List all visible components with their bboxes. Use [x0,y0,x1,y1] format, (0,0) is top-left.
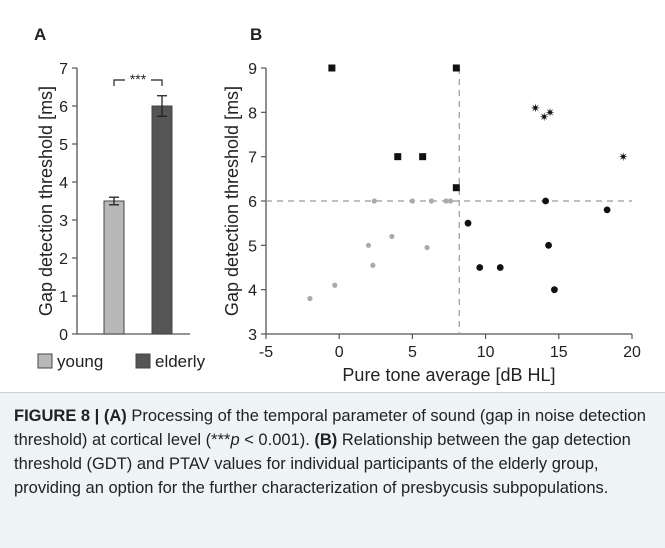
scatter-point-square [328,64,336,72]
scatter-point-circle [428,198,435,204]
panel-b-label: B [250,25,262,44]
panel-a-y-tick-label: 3 [59,213,68,230]
scatter-point-circle [371,198,377,204]
caption-part-b-label: (B) [314,431,338,449]
scatter-point-circle [476,264,484,271]
panel-b-x-tick-label: -5 [259,344,273,361]
scatter-point-square [394,153,402,161]
scatter-point-star [530,103,540,113]
scatter-point-circle [551,286,558,294]
panel-a-y-tick-label: 1 [59,289,68,306]
panel-a-label: A [34,25,46,44]
scatter-point-circle [332,282,338,288]
scatter-point-square [452,64,460,72]
panel-a-bar-elderly [151,105,173,335]
panel-b-x-axis-label: Pure tone average [dB HL] [342,365,555,385]
panel-b-x-tick-label: 5 [408,344,417,361]
panel-a-legend-swatch-elderly [135,353,151,369]
caption-part-a-text: Processing of the temporal parameter of … [14,407,646,449]
scatter-point-circle [443,198,449,204]
scatter-point-circle [365,242,372,248]
scatter-point-circle [464,219,472,227]
caption-p-rest: < 0.001). [239,431,315,449]
panel-b-y-tick-label: 6 [248,194,257,211]
panel-a-legend-label-young: young [57,352,103,371]
scatter-point-square [419,153,427,161]
panel-a-significance-gap [125,71,151,85]
figure-caption: FIGURE 8 | (A) Processing of the tempora… [14,404,652,500]
panel-a-y-tick-label: 6 [59,99,68,116]
panel-b-x-tick-label: 10 [477,344,495,361]
scatter-point-star [545,107,555,117]
panel-a-y-tick-label: 5 [59,137,68,154]
panel-a-bar-young [103,200,125,335]
panel-a-y-tick-label: 7 [59,61,68,78]
scatter-point-circle [542,197,550,205]
panel-b-scatter-chart: B 3 4 5 6 7 8 9 -5 0 5 10 15 20 Gap detection threshol… [222,25,641,385]
scatter-point-circle [496,264,504,271]
panel-a-y-tick-label: 2 [59,251,68,268]
scatter-point-circle [545,241,552,249]
panel-b-y-tick-label: 8 [248,105,257,122]
panel-b-x-tick-label: 20 [623,344,641,361]
panel-b-y-tick-label: 9 [248,61,257,78]
panel-a-y-tick-label: 4 [59,175,68,192]
caption-figure-label: FIGURE 8 | [14,407,104,425]
panel-b-y-tick-label: 7 [248,150,257,167]
scatter-point-circle [447,198,454,204]
scatter-point-circle [307,295,313,302]
panel-b-y-tick-label: 4 [248,283,257,300]
scatter-point-circle [389,233,395,240]
panel-b-y-tick-label: 5 [248,238,257,255]
scatter-point-circle [409,198,415,204]
figure-panel: A 0 1 2 3 4 5 6 7 Gap detection threshold [ms] ***… [34,25,641,385]
caption-part-a-label: (A) [103,407,127,425]
panel-b-x-tick-label: 15 [550,344,568,361]
scatter-point-circle [603,206,611,214]
panel-a-legend-label-elderly: elderly [155,352,206,371]
scatter-point-circle [424,244,430,251]
panel-a-y-axis-label: Gap detection threshold [ms] [36,86,56,316]
caption-p-symbol: p [230,431,240,449]
scatter-point-square [452,184,460,192]
scatter-point-circle [370,262,376,268]
panel-b-y-axis-label: Gap detection threshold [ms] [222,86,242,316]
scatter-point-star [618,152,628,162]
panel-b-x-tick-label: 0 [335,344,344,361]
caption-p-stars: *** [211,431,231,449]
panel-b-y-tick-label: 3 [248,327,257,344]
scatter-point-star [539,112,549,122]
panel-a-legend-swatch-young [37,353,53,369]
caption-part-b-text: Relationship between the gap detection t… [14,431,631,497]
figure-caption-block: FIGURE 8 | (A) Processing of the tempora… [0,392,665,548]
panel-a-significance-stars: *** [130,71,147,87]
panel-a-y-tick-label: 0 [59,327,68,344]
